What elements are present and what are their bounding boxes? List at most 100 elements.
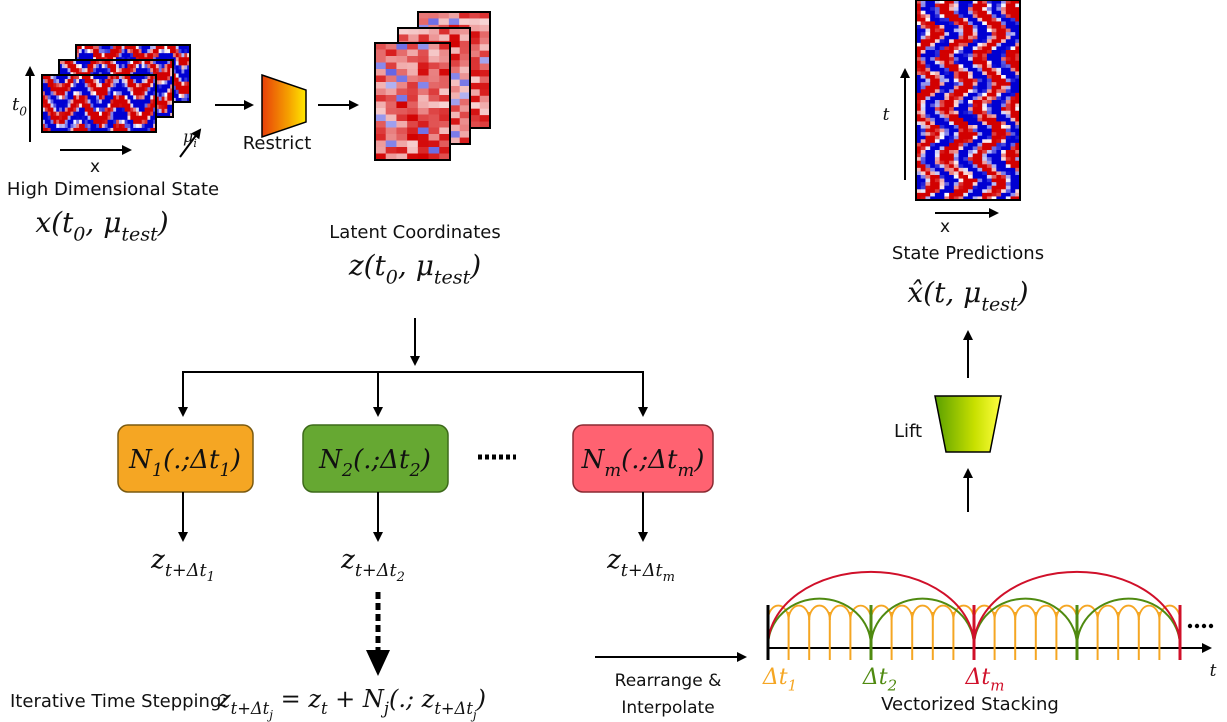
heatmap-cell xyxy=(973,132,978,136)
heatmap-cell xyxy=(921,121,926,125)
heatmap-cell xyxy=(71,116,74,120)
heatmap-cell xyxy=(105,49,108,53)
heatmap-cell xyxy=(977,25,982,29)
heatmap-cell xyxy=(68,112,71,116)
heatmap-cell xyxy=(987,39,992,43)
heatmap-cell xyxy=(973,36,978,40)
heatmap-cell xyxy=(59,124,62,128)
heatmap-cell xyxy=(987,193,992,197)
heatmap-cell xyxy=(925,68,930,72)
heatmap-cell xyxy=(944,68,949,72)
heatmap-cell xyxy=(996,89,1001,93)
heatmap-cell xyxy=(418,69,429,76)
heatmap-cell xyxy=(407,115,418,122)
heatmap-cell xyxy=(987,46,992,50)
heatmap-cell xyxy=(407,63,418,70)
heatmap-cell xyxy=(136,53,139,57)
heatmap-cell xyxy=(992,86,997,90)
heatmap-cell xyxy=(1011,129,1016,133)
heatmap-cell xyxy=(992,104,997,108)
heatmap-cell xyxy=(992,146,997,150)
heatmap-cell xyxy=(1006,86,1011,90)
heatmap-cell xyxy=(949,121,954,125)
heatmap-cell xyxy=(176,86,179,90)
heatmap-cell xyxy=(179,94,182,98)
heatmap-cell xyxy=(996,139,1001,143)
heatmap-cell xyxy=(1001,11,1006,15)
heatmap-cell xyxy=(396,102,407,109)
heatmap-cell xyxy=(935,32,940,36)
heatmap-cell xyxy=(987,71,992,75)
heatmap-cell xyxy=(1001,86,1006,90)
heatmap-cell xyxy=(963,57,968,61)
heatmap-cell xyxy=(53,99,56,103)
heatmap-cell xyxy=(73,91,76,95)
heatmap-cell xyxy=(992,161,997,165)
heatmap-cell xyxy=(48,91,51,95)
heatmap-cell xyxy=(992,36,997,40)
heatmap-cell xyxy=(935,189,940,193)
heatmap-cell xyxy=(1011,18,1016,22)
formula-part: ) xyxy=(230,445,241,475)
heatmap-cell xyxy=(921,57,926,61)
heatmap-cell xyxy=(982,43,987,47)
heatmap-cell xyxy=(68,83,71,87)
heatmap-cell xyxy=(469,25,480,32)
heatmap-cell xyxy=(480,31,491,38)
heatmap-cell xyxy=(963,14,968,18)
heatmap-cell xyxy=(963,61,968,65)
ellipsis-dot xyxy=(1195,624,1199,628)
heatmap-cell xyxy=(930,129,935,133)
heatmap-cell xyxy=(88,64,91,68)
heatmap-cell xyxy=(1011,104,1016,108)
heatmap-cell xyxy=(133,83,136,87)
heatmap-cell xyxy=(968,171,973,175)
heatmap-cell xyxy=(940,32,945,36)
heatmap-cell xyxy=(76,104,79,108)
heatmap-cell xyxy=(935,68,940,72)
heatmap-cell xyxy=(53,87,56,91)
heatmap-cell xyxy=(439,28,450,35)
heatmap-cell xyxy=(139,108,142,112)
heatmap-cell xyxy=(1001,4,1006,8)
heatmap-cell xyxy=(375,141,386,148)
heatmap-cell xyxy=(968,104,973,108)
heatmap-cell xyxy=(102,120,105,124)
heatmap-cell xyxy=(973,82,978,86)
heatmap-cell xyxy=(167,64,170,68)
heatmap-cell xyxy=(176,94,179,98)
heatmap-cell xyxy=(949,143,954,147)
heatmap-cell xyxy=(1011,25,1016,29)
heatmap-cell xyxy=(65,108,68,112)
heatmap-cell xyxy=(147,99,150,103)
heatmap-cell xyxy=(119,83,122,87)
heatmap-cell xyxy=(944,54,949,58)
heatmap-cell xyxy=(407,108,418,115)
heatmap-cell xyxy=(959,61,964,65)
heatmap-cell xyxy=(102,124,105,128)
heatmap-cell xyxy=(88,108,91,112)
heatmap-cell xyxy=(977,50,982,54)
heatmap-cell xyxy=(973,32,978,36)
heatmap-cell xyxy=(375,50,386,57)
heatmap-cell xyxy=(973,164,978,168)
heatmap-cell xyxy=(973,157,978,161)
heatmap-cell xyxy=(116,91,119,95)
heatmap-cell xyxy=(108,124,111,128)
arc xyxy=(912,606,933,620)
heatmap-cell xyxy=(396,69,407,76)
heatmap-cell xyxy=(935,157,940,161)
heatmap-cell xyxy=(105,124,108,128)
heatmap-cell xyxy=(930,50,935,54)
heatmap-cell xyxy=(973,18,978,22)
formula-part: = z xyxy=(273,685,321,713)
heatmap-cell xyxy=(959,96,964,100)
heatmap-cell xyxy=(53,108,56,112)
heatmap-cell xyxy=(1001,143,1006,147)
heatmap-cell xyxy=(108,79,111,83)
heatmap-cell xyxy=(954,104,959,108)
heatmap-cell xyxy=(954,89,959,93)
heatmap-cell xyxy=(959,93,964,97)
heatmap-cell xyxy=(954,64,959,68)
heatmap-cell xyxy=(439,63,450,70)
